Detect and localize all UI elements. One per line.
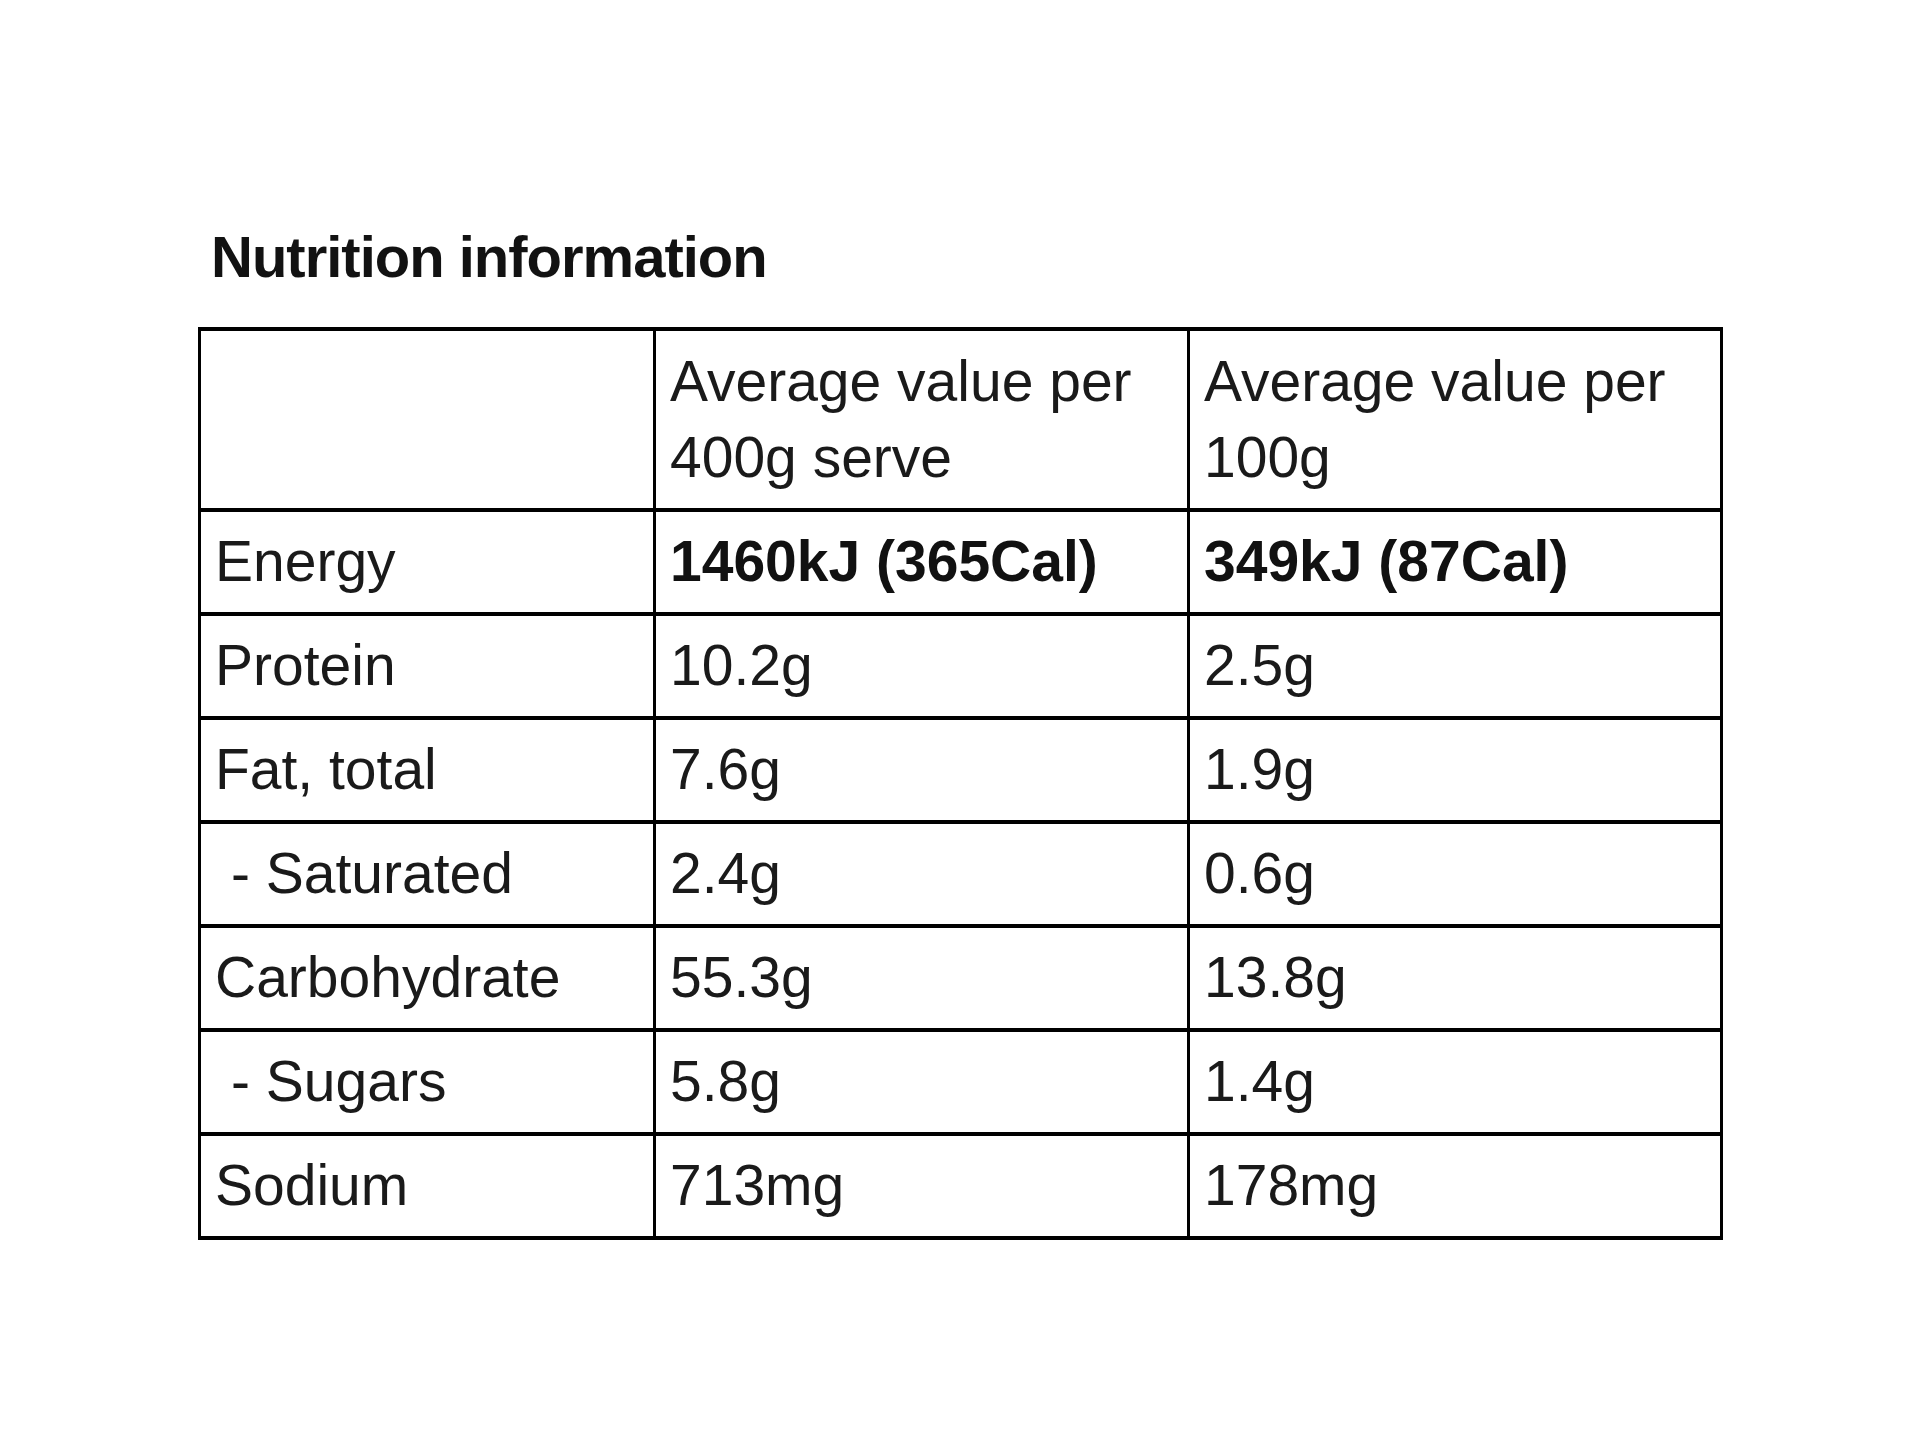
row-label: Energy — [200, 510, 655, 614]
value-per-100g: 13.8g — [1189, 926, 1722, 1030]
column-header-per-100g: Average value per 100g — [1189, 329, 1722, 510]
row-label: Carbohydrate — [200, 926, 655, 1030]
row-label: Sodium — [200, 1134, 655, 1238]
row-label: Protein — [200, 614, 655, 718]
value-per-serve: 5.8g — [655, 1030, 1189, 1134]
column-header-per-serve: Average value per 400g serve — [655, 329, 1189, 510]
value-per-serve: 2.4g — [655, 822, 1189, 926]
table-row: - Sugars 5.8g 1.4g — [200, 1030, 1722, 1134]
value-per-100g: 349kJ (87Cal) — [1189, 510, 1722, 614]
column-header-blank — [200, 329, 655, 510]
value-per-100g: 1.4g — [1189, 1030, 1722, 1134]
row-label: - Sugars — [200, 1030, 655, 1134]
value-per-100g: 1.9g — [1189, 718, 1722, 822]
page-title: Nutrition information — [211, 228, 767, 286]
row-label: Fat, total — [200, 718, 655, 822]
page: Nutrition information Average value per … — [0, 0, 1920, 1440]
table-row: Energy 1460kJ (365Cal) 349kJ (87Cal) — [200, 510, 1722, 614]
table-row: - Saturated 2.4g 0.6g — [200, 822, 1722, 926]
table-header-row: Average value per 400g serve Average val… — [200, 329, 1722, 510]
table-row: Sodium 713mg 178mg — [200, 1134, 1722, 1238]
nutrition-table: Average value per 400g serve Average val… — [198, 327, 1723, 1240]
value-per-serve: 55.3g — [655, 926, 1189, 1030]
table-row: Fat, total 7.6g 1.9g — [200, 718, 1722, 822]
value-per-100g: 2.5g — [1189, 614, 1722, 718]
value-per-serve: 713mg — [655, 1134, 1189, 1238]
table-row: Protein 10.2g 2.5g — [200, 614, 1722, 718]
value-per-serve: 10.2g — [655, 614, 1189, 718]
value-per-100g: 178mg — [1189, 1134, 1722, 1238]
table-row: Carbohydrate 55.3g 13.8g — [200, 926, 1722, 1030]
value-per-serve: 7.6g — [655, 718, 1189, 822]
row-label: - Saturated — [200, 822, 655, 926]
value-per-serve: 1460kJ (365Cal) — [655, 510, 1189, 614]
value-per-100g: 0.6g — [1189, 822, 1722, 926]
